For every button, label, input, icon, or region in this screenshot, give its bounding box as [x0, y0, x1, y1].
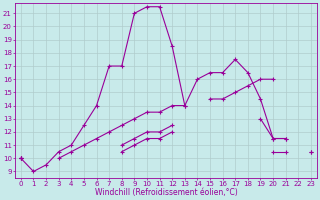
X-axis label: Windchill (Refroidissement éolien,°C): Windchill (Refroidissement éolien,°C)	[94, 188, 237, 197]
